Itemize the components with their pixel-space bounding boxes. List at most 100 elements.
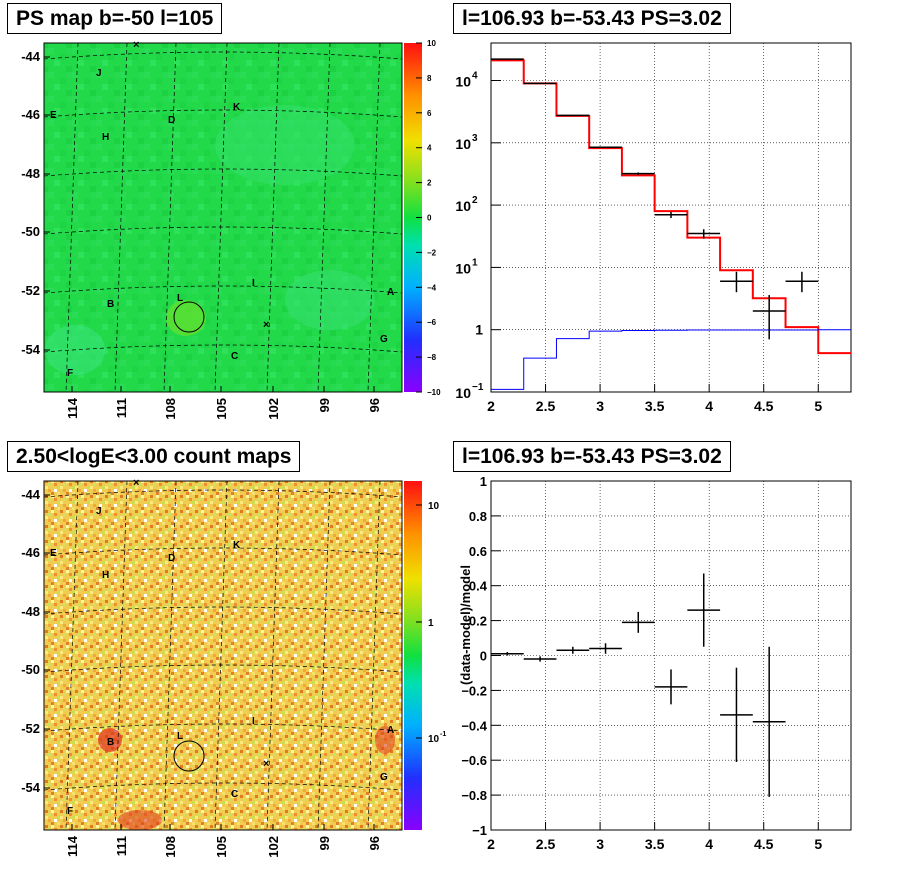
graticule-longitude-line [266,480,280,831]
graticule-latitude-line [43,664,403,673]
source-label: D [168,553,175,564]
spectrum-x-tick-label: 3.5 [645,398,665,414]
count-map-patch [375,726,395,754]
graticule-longitude-line [163,42,177,393]
ps-map-title: PS map b=-50 l=105 [7,3,223,34]
spectrum-x-tick-label: 4 [705,398,713,414]
spectrum-y-tick-exp: 3 [472,133,478,144]
spectrum-y-tick-base: 10 [455,136,471,152]
ps-map-frame [43,42,403,393]
lon-tick-label: 102 [266,398,281,420]
spectrum-grid [491,43,851,392]
graticule-latitude-line [43,489,403,498]
source-label: F [67,368,73,379]
residual-x-tick-label: 4 [705,836,713,852]
residual-data-point [589,643,622,654]
ps-map-colorbar-ticks: 10 8 6 4 2 0 −2 −4 −6 −8 −10 [416,39,441,397]
colorbar-tick-label: −4 [427,283,437,292]
spectrum-x-tick-label: 3 [596,398,604,414]
residual-series [491,573,786,797]
count-map-frame [43,480,403,831]
residual-y-tick-label: 0 [480,649,487,664]
graticule-latitude-line [43,723,403,732]
source-label: E [50,110,57,121]
graticule-longitude-line [367,42,381,393]
graticule-longitude-line [114,480,128,831]
lat-tick-label: -46 [21,107,40,122]
ps-map-colorbar [404,43,422,392]
spectrum-data-point [589,146,622,148]
lat-tick-label: -50 [21,662,40,677]
residual-y-tick-label: −0.2 [461,683,487,698]
graticule-longitude-line [114,42,128,393]
count-colorbar-label-tenth: 10 [428,734,440,745]
residual-y-tick-label: 0.4 [469,579,488,594]
spectrum-x-tick-label: 5 [814,398,822,414]
spectrum-data-point [720,271,753,293]
residual-y-tick-label: −0.4 [461,718,487,733]
source-label: I [252,716,255,727]
residual-data-point [621,611,655,633]
colorbar-tick-label: −8 [427,353,437,362]
residual-grid [491,481,851,830]
source-label: H [102,570,109,581]
count-map-patch [98,728,122,752]
lon-tick-label: 108 [163,836,178,858]
residual-y-tick-label: −0.8 [461,788,487,803]
graticule-longitude-line [367,480,381,831]
spectrum-step-line [491,59,851,355]
source-label: K [233,102,241,113]
count-colorbar-label-10: 10 [428,501,440,512]
source-label: H [102,132,109,143]
residual-y-tick-label: 1 [480,474,487,489]
spectrum-y-tick-base: 10 [455,198,471,214]
graticule-longitude-line [163,480,177,831]
ps-map-patch [166,300,206,336]
graticule-longitude-line [214,42,228,393]
spectrum-y-tick-exp: 4 [472,71,478,82]
roi-circle [173,301,205,333]
lat-tick-label: -52 [21,721,40,736]
graticule-latitude-line [43,782,403,791]
count-map-colorbar [404,481,422,830]
cross-marker: × [263,319,269,331]
graticule-latitude-line [43,285,403,294]
graticule-latitude-line [43,547,403,556]
spectrum-y-tick-base: 10 [455,260,471,276]
residual-x-tick-label: 2 [487,836,495,852]
source-label: G [380,772,388,783]
ps-map-patch [285,270,375,330]
graticule-longitude-line [266,42,280,393]
source-label: A [387,725,394,736]
spectrum-x-tick-label: 4.5 [754,398,774,414]
count-map-lon-ticks: 114 111 108 105 102 99 96 [65,824,382,858]
residual-y-tick-label: 0.2 [469,614,487,629]
colorbar-tick-label: −6 [427,318,437,327]
residual-data-point [687,573,721,647]
graticule-longitude-line [214,480,228,831]
source-label: F [67,806,73,817]
residual-panel: 2 2.5 3 3.5 4 4.5 5 1 0.8 0.6 0.4 0.2 0 −0.2 −0.4 −0.6 −… [458,474,852,852]
source-label: J [96,506,102,517]
source-label: D [168,115,175,126]
residual-y-tick-label: 0.8 [469,509,487,524]
residual-ticks: 2 2.5 3 3.5 4 4.5 5 1 0.8 0.6 0.4 0.2 0 −0.2 −0.4 −0.6 −… [461,474,822,852]
lon-tick-label: 96 [367,398,382,412]
cross-marker: × [263,758,269,770]
graticule-longitude-line [317,480,331,831]
source-label: C [231,789,238,800]
cross-marker: × [133,39,139,51]
graticule-latitude-line [43,109,403,118]
colorbar-tick-label: −2 [427,248,437,257]
roi-circle [173,740,205,772]
spectrum-data-point [687,229,721,239]
count-map-colorbar-ticks: 10 1 10 -1 [416,501,446,745]
lon-tick-label: 99 [317,398,332,412]
source-label: G [380,334,388,345]
spectrum-y-tick-exp: −1 [472,382,484,393]
residual-data-point [654,669,688,705]
ps-map-lat-ticks: -44 -46 -48 -50 -52 -54 [21,49,50,357]
lat-tick-label: -50 [21,224,40,239]
